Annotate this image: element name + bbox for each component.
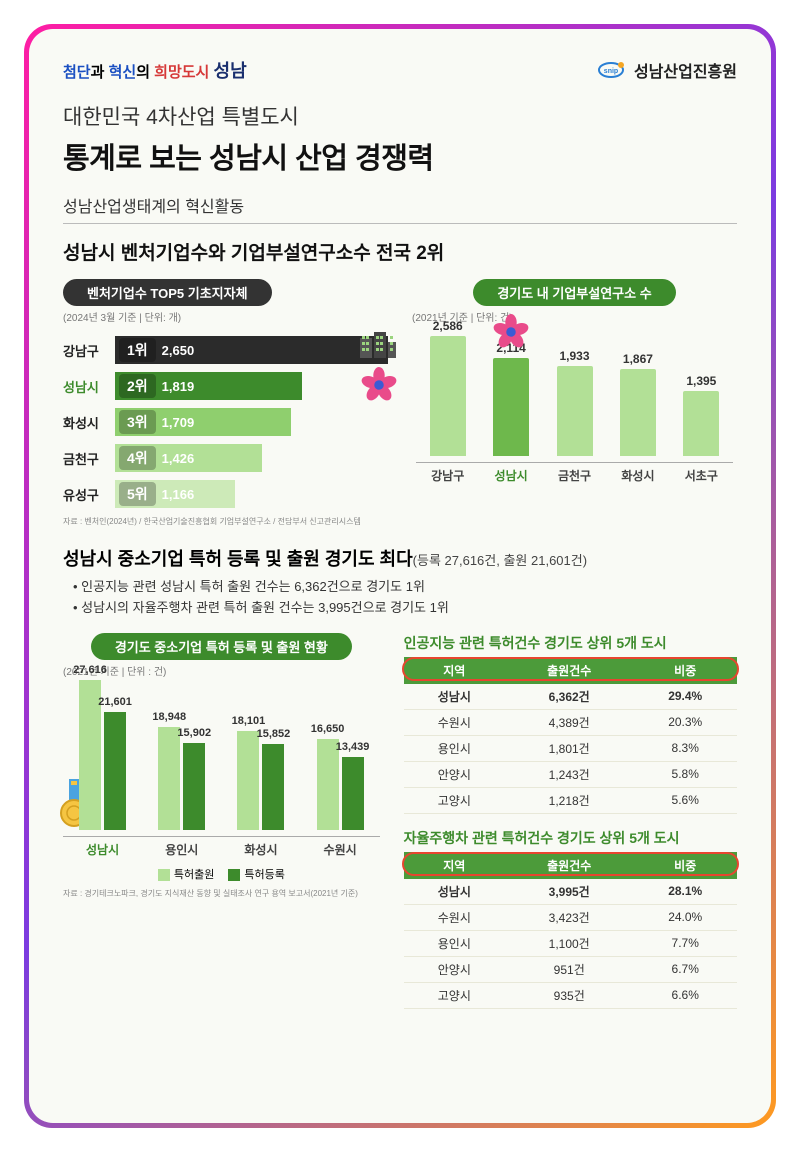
rank-row: 화성시 3위1,709 (63, 406, 388, 438)
table-row: 고양시935건6.6% (404, 982, 737, 1008)
subtitle: 대한민국 4차산업 특별도시 (63, 101, 737, 131)
gbar-group: 18,948 15,902 용인시 (142, 727, 221, 858)
table-row: 용인시1,100건7.7% (404, 930, 737, 956)
brand: snip 성남산업진흥원 (594, 58, 737, 82)
snip-logo-icon: snip (594, 60, 628, 80)
headline-1: 성남시 벤처기업수와 기업부설연구소수 전국 2위 (63, 238, 737, 265)
rank-label: 강남구 (63, 341, 115, 360)
infographic-content: 첨단과 혁신의 희망도시 성남 snip 성남산업진흥원 대한민국 4차산업 특… (29, 29, 771, 1123)
tagline: 첨단과 혁신의 희망도시 성남 (63, 57, 247, 83)
rank-row: 금천구 4위1,426 (63, 442, 388, 474)
autonomous-patent-table: 자율주행차 관련 특허건수 경기도 상위 5개 도시 지역출원건수비중성남시3,… (404, 828, 737, 1009)
patent-chart: 경기도 중소기업 특허 등록 및 출원 현황 (2021년 기준 | 단위 : … (63, 633, 380, 1009)
table-row: 고양시1,218건5.6% (404, 787, 737, 813)
table-row: 안양시951건6.7% (404, 956, 737, 982)
rank-label: 성남시 (63, 377, 115, 396)
chart3-sub: (2021년 기준 | 단위 : 건) (63, 663, 380, 678)
top-bar: 첨단과 혁신의 희망도시 성남 snip 성남산업진흥원 (63, 57, 737, 83)
rank-row: 강남구 1위2,650 (63, 334, 388, 366)
svg-text:snip: snip (604, 68, 618, 75)
chart2-title: 경기도 내 기업부설연구소 수 (473, 279, 675, 306)
gbar-group: 16,650 13,439 수원시 (301, 739, 380, 857)
vbar-col: 1,933 금천구 (543, 349, 606, 484)
table-row: 수원시4,389건20.3% (404, 709, 737, 735)
gbar-group: 18,101 15,852 화성시 (221, 731, 300, 857)
table-row: 성남시6,362건29.4% (404, 684, 737, 710)
bullet-1: • 인공지능 관련 성남시 특허 출원 건수는 6,362건으로 경기도 1위 (73, 577, 737, 598)
main-title: 통계로 보는 성남시 산업 경쟁력 (63, 135, 737, 177)
chart3-source: 자료 : 경기테크노파크, 경기도 지식재산 동향 및 실태조사 연구 용역 보… (63, 888, 380, 899)
bullet-list: • 인공지능 관련 성남시 특허 출원 건수는 6,362건으로 경기도 1위 … (73, 577, 737, 619)
table-row: 성남시3,995건28.1% (404, 879, 737, 905)
research-lab-chart: 경기도 내 기업부설연구소 수 (2021년 기준 | 단위: 건) 2,586… (412, 279, 737, 527)
chart1-title: 벤처기업수 TOP5 기초지자체 (63, 279, 272, 306)
rank-label: 유성구 (63, 485, 115, 504)
chart1-sub: (2024년 3월 기준 | 단위: 개) (63, 309, 388, 324)
ai-patent-table: 인공지능 관련 특허건수 경기도 상위 5개 도시 지역출원건수비중성남시6,3… (404, 633, 737, 814)
rank-row: 유성구 5위1,166 (63, 478, 388, 510)
bullet-2: • 성남시의 자율주행차 관련 특허 출원 건수는 3,995건으로 경기도 1… (73, 598, 737, 619)
vbar-col: 1,395 서초구 (670, 374, 733, 484)
mid-headline: 성남시 중소기업 특허 등록 및 출원 경기도 최다(등록 27,616건, 출… (63, 545, 737, 571)
table-row: 안양시1,243건5.8% (404, 761, 737, 787)
chart1-source: 자료 : 벤처인(2024년) / 한국산업기술진흥협회 기업부설연구소 / 전… (63, 516, 388, 527)
brand-text: 성남산업진흥원 (634, 58, 737, 82)
section-label: 성남산업생태계의 혁신활동 (63, 193, 737, 217)
divider (63, 223, 737, 224)
rank-row: 성남시 2위1,819 (63, 370, 388, 402)
chart3-title: 경기도 중소기업 특허 등록 및 출원 현황 (91, 633, 352, 660)
venture-ranking-chart: 벤처기업수 TOP5 기초지자체 (2024년 3월 기준 | 단위: 개) 강… (63, 279, 388, 527)
vbar-col: 2,586 강남구 (416, 319, 479, 484)
vbar-col: 2,114 성남시 (479, 341, 542, 484)
rank-label: 금천구 (63, 449, 115, 468)
vbar-col: 1,867 화성시 (606, 352, 669, 484)
table-row: 수원시3,423건24.0% (404, 904, 737, 930)
table1-title: 인공지능 관련 특허건수 경기도 상위 5개 도시 (404, 633, 737, 653)
table2-title: 자율주행차 관련 특허건수 경기도 상위 5개 도시 (404, 828, 737, 848)
tables-column: 인공지능 관련 특허건수 경기도 상위 5개 도시 지역출원건수비중성남시6,3… (404, 633, 737, 1009)
chart3-legend: 특허출원 특허등록 (63, 866, 380, 882)
table-row: 용인시1,801건8.3% (404, 735, 737, 761)
rank-label: 화성시 (63, 413, 115, 432)
